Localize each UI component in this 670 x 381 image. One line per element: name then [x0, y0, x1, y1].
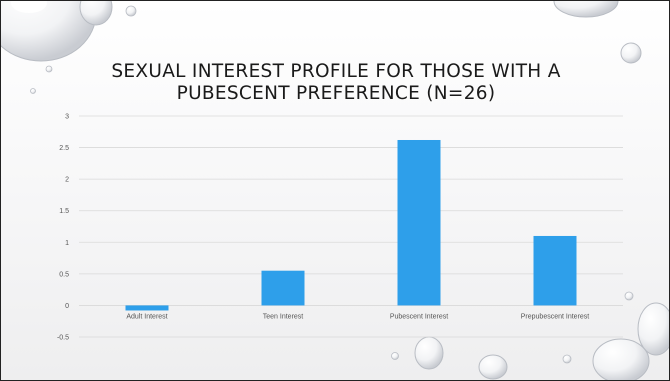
y-tick-label: 3 [65, 114, 69, 121]
x-axis: Adult Interest Teen Interest Pubescent Int… [126, 313, 589, 320]
drop-top-center [79, 1, 113, 26]
x-category-label: Teen Interest [263, 313, 304, 320]
drop-small [125, 5, 137, 17]
x-category-label: Adult Interest [126, 313, 167, 320]
drop-bottom-right-large [592, 302, 669, 380]
y-tick-label: 2.5 [59, 145, 69, 152]
x-category-label: Pubescent Interest [390, 313, 448, 320]
drop-tiny [45, 65, 53, 73]
drop-tiny [30, 88, 36, 94]
y-tick-label: 2 [65, 177, 69, 184]
slide-title: SEXUAL INTEREST PROFILE FOR THOSE WITH A… [111, 61, 561, 104]
y-tick-label: -0.5 [57, 335, 69, 342]
bar-prepubescent-interest [533, 235, 577, 306]
y-tick-label: 1 [65, 240, 69, 247]
drop-top-left-large [1, 1, 97, 62]
bar-pubescent-interest [397, 139, 441, 306]
chart-gridlines [79, 115, 623, 338]
y-tick-label: 1.5 [59, 208, 69, 215]
drop-bottom-center [391, 336, 508, 380]
drop-right [620, 42, 642, 64]
y-tick-label: 0 [65, 303, 69, 310]
bar-adult-interest [125, 305, 169, 311]
x-category-label: Prepubescent Interest [521, 313, 590, 320]
bar-teen-interest [261, 270, 305, 306]
drop-top-right [553, 1, 619, 18]
y-tick-label: 0.5 [59, 271, 69, 278]
drop-small [562, 354, 572, 364]
y-axis: 3 2.5 2 1.5 1 0.5 0 -0.5 [57, 114, 69, 342]
drop-small [624, 291, 634, 301]
chart-bars [125, 139, 577, 311]
